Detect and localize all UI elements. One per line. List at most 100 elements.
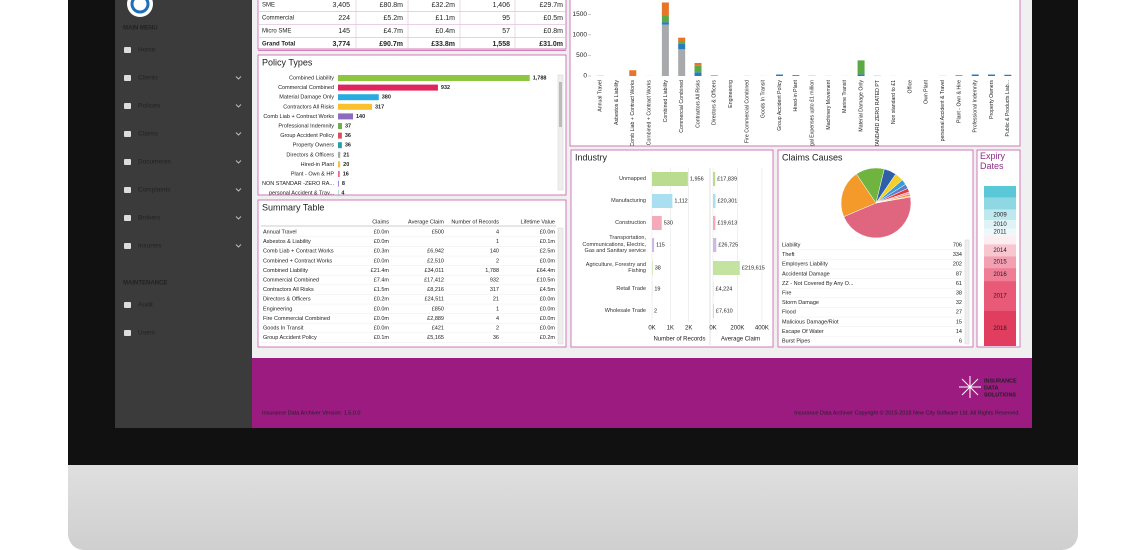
legend-label: Escape Of Water <box>782 329 824 335</box>
legend-label: Theft <box>782 252 795 258</box>
bar <box>652 194 673 208</box>
table-cell: £29.7m <box>540 2 564 9</box>
category-label: Commercial Combined <box>278 85 334 91</box>
table-cell: 95 <box>502 15 510 22</box>
column-segment <box>984 256 1016 269</box>
y-tick-label: 0 <box>583 73 587 80</box>
value-label: 380 <box>382 95 391 101</box>
table-cell: Grand Total <box>262 42 296 48</box>
bar-segment <box>678 43 686 50</box>
menu-icon <box>124 187 131 193</box>
category-label: Transportation, Communications, Electric… <box>582 235 646 255</box>
table-cell: £0.0m <box>374 325 390 331</box>
value-label: 115 <box>656 242 665 248</box>
table-cell: £34,011 <box>425 268 444 274</box>
legend-label: Liability <box>782 242 801 248</box>
maintenance-heading: MAINTENANCE <box>123 281 167 287</box>
menu-icon <box>124 302 131 308</box>
x-tick-label: Legal Expenses upto £1 million <box>810 80 816 152</box>
table-cell: Annual Travel <box>263 229 297 235</box>
category-label-box: Transportation, Communications, Electric… <box>582 235 646 255</box>
table-cell: £5.2m <box>384 15 404 22</box>
x-tick-label: Combined + Contract Works <box>646 80 652 146</box>
menu-item[interactable]: Policies <box>138 103 161 110</box>
x-tick-label: Comb Liab + Contract Works <box>630 80 636 147</box>
table-cell: SME <box>262 3 275 9</box>
table-cell: £64.4m <box>537 268 556 274</box>
x-tick-label: personal Accident & Travel <box>940 80 946 141</box>
menu-item[interactable]: Claims <box>138 131 159 138</box>
monitor-chin <box>68 440 1078 550</box>
menu-item[interactable]: Home <box>138 47 156 54</box>
x-tick-label: Non standard to £1 <box>891 80 897 124</box>
bar-segment <box>792 75 800 76</box>
bar <box>338 180 339 187</box>
table-cell: 932 <box>490 277 499 283</box>
table-cell: £6,942 <box>427 249 444 255</box>
bar-segment <box>694 62 702 66</box>
legend-value: 706 <box>953 242 962 248</box>
table-cell: £0.2m <box>374 297 390 303</box>
menu-item[interactable]: Audit <box>138 302 153 309</box>
table-cell: £0.0m <box>540 325 556 331</box>
table-cell: £2.5m <box>540 249 556 255</box>
table-cell: 57 <box>502 28 510 35</box>
value-label: 38 <box>655 265 661 271</box>
table-cell: Commercial Combined <box>263 277 319 283</box>
menu-chevron <box>235 244 242 248</box>
menu-item[interactable]: Insurers <box>138 243 162 250</box>
table-cell: 21 <box>493 297 499 303</box>
table-cell: £7.4m <box>374 277 390 283</box>
category-label: Material Damage Only <box>279 95 334 101</box>
bar-segment <box>678 49 686 76</box>
category-label: Group Accident Policy <box>280 133 334 139</box>
legend-value: 61 <box>956 281 962 287</box>
bar <box>338 161 341 168</box>
x-tick-label: Own Plant <box>924 79 930 103</box>
bar <box>713 238 717 252</box>
table-cell: £0.4m <box>436 28 456 35</box>
x-tick-label: 2K <box>685 326 692 332</box>
y-tick-label: 1000 <box>573 32 588 39</box>
menu-item[interactable]: Clients <box>138 75 159 82</box>
table-cell: 4 <box>496 316 499 322</box>
menu-item[interactable]: Complaints <box>138 187 171 194</box>
menu-icon <box>124 215 131 221</box>
value-label: 932 <box>441 85 450 91</box>
segment-label: 2011 <box>994 230 1008 236</box>
table-cell: £32.2m <box>432 2 456 9</box>
x-tick-label: Engineering <box>728 80 734 108</box>
logo-ring <box>130 0 150 14</box>
copyright: Insurance Data Archiver Copyright © 2015… <box>794 409 1020 416</box>
bar <box>713 261 740 275</box>
table-cell: 1 <box>496 239 499 245</box>
x-tick-label: Marine Transit <box>842 79 848 112</box>
column-segment <box>984 209 1016 221</box>
bar <box>338 75 530 81</box>
x-tick-label: 1K <box>667 326 674 332</box>
x-tick-label: Annual Travel <box>598 80 604 112</box>
legend-label: Accidental Damage <box>782 271 830 277</box>
column-segment <box>984 310 1016 346</box>
x-tick-label: Property Owners <box>989 80 995 119</box>
legend-label: Fire <box>782 290 791 296</box>
x-tick-label: Machinery Movement <box>826 79 832 129</box>
table-cell: Combined + Contract Works <box>263 258 332 264</box>
version: Insurance Data Archiver Version: 1.5.0.0 <box>262 410 360 416</box>
value-label: 21 <box>343 152 349 158</box>
x-tick-label: Professional Indemnity <box>973 80 979 133</box>
legend-value: 6 <box>959 338 962 344</box>
table-cell: £1.5m <box>374 287 390 293</box>
footer-logo-burst <box>959 376 981 398</box>
bar-segment <box>955 75 963 76</box>
category-label: Hired-in Plant <box>301 162 335 168</box>
value-label: 1,956 <box>690 176 704 182</box>
menu-item[interactable]: Users <box>138 330 156 337</box>
x-tick-label: Public & Products Liab... <box>1005 80 1011 137</box>
value-label: 317 <box>375 104 384 110</box>
menu-item[interactable]: Brokers <box>138 215 161 222</box>
x-tick-label: NON STANDARD ZERO RATED PT <box>875 79 881 164</box>
category-label: personal Accident & Trav... <box>269 191 334 197</box>
menu-item[interactable]: Documents <box>138 159 172 166</box>
menu-icon <box>124 75 131 81</box>
